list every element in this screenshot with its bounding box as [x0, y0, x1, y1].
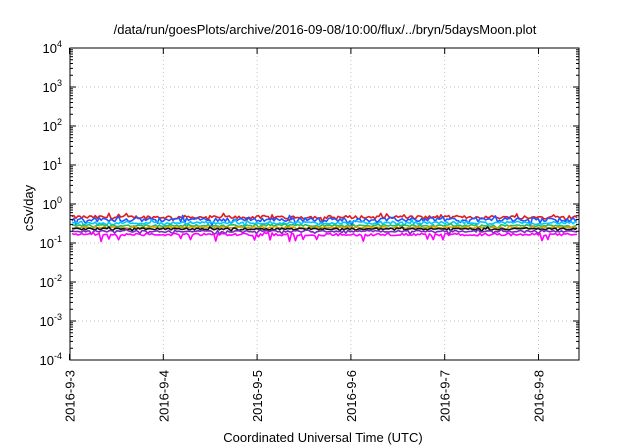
series-line: [71, 226, 578, 233]
grid: [70, 48, 579, 360]
x-tick-label: 2016-9-6: [344, 370, 359, 422]
series-group: [71, 212, 578, 243]
series-line: [71, 224, 578, 231]
x-tick-label: 2016-9-5: [250, 370, 265, 422]
y-tick-label: 104: [43, 39, 62, 56]
series-line: [71, 214, 578, 227]
series-line: [71, 218, 578, 228]
x-axis-label: Coordinated Universal Time (UTC): [223, 430, 422, 445]
x-tick-label: 2016-9-3: [63, 370, 78, 422]
y-axis: 104 103 102 101 100 10-1 10-2 10-3 10-4: [40, 39, 579, 368]
y-axis-label: cSv/day: [21, 184, 36, 231]
series-line: [71, 212, 578, 223]
series-line: [71, 228, 578, 236]
x-tick-label: 2016-9-8: [532, 370, 547, 422]
x-tick-label: 2016-9-4: [156, 370, 171, 422]
y-tick-label: 103: [43, 78, 62, 95]
y-tick-label: 100: [43, 195, 62, 212]
y-tick-label: 10-1: [40, 234, 62, 251]
series-line: [71, 231, 578, 243]
y-tick-label: 102: [43, 117, 62, 134]
y-tick-label: 10-3: [40, 312, 62, 329]
chart-title: /data/run/goesPlots/archive/2016-09-08/1…: [114, 22, 537, 37]
x-tick-label: 2016-9-7: [438, 370, 453, 422]
x-axis: 2016-9-3 2016-9-4 2016-9-5 2016-9-6 2016-9-7…: [63, 48, 547, 422]
y-tick-label: 10-2: [40, 273, 62, 290]
y-tick-label: 10-4: [40, 351, 62, 368]
y-tick-label: 101: [43, 156, 62, 173]
